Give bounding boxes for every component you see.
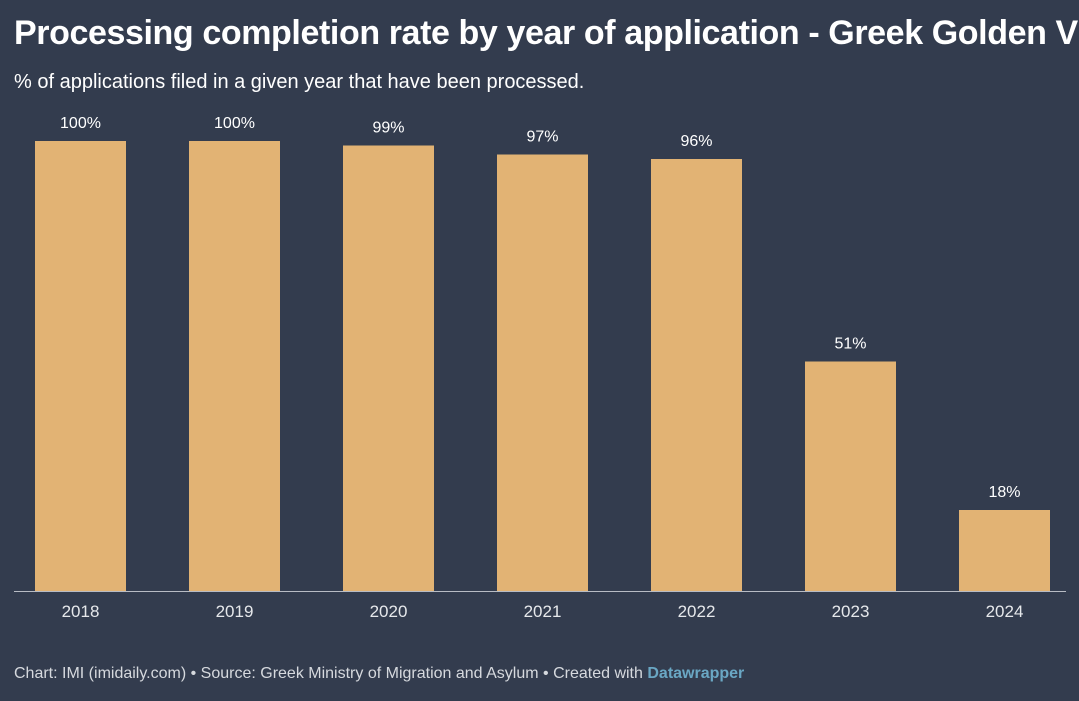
bar-2022 (651, 159, 742, 591)
value-label-2024: 18% (988, 484, 1020, 501)
value-label-2023: 51% (834, 336, 866, 353)
value-label-2022: 96% (680, 133, 712, 150)
x-tick-label-2019: 2019 (216, 602, 254, 621)
chart-title: Processing completion rate by year of ap… (14, 14, 1079, 52)
bar-2021 (497, 154, 588, 591)
x-tick-label-2020: 2020 (370, 602, 408, 621)
value-label-2019: 100% (214, 115, 255, 132)
datawrapper-link[interactable]: Datawrapper (647, 665, 745, 682)
x-tick-label-2024: 2024 (986, 602, 1024, 621)
value-label-2020: 99% (372, 120, 404, 137)
bar-2023 (805, 361, 896, 591)
bar-2019 (189, 141, 280, 591)
chart-subtitle: % of applications filed in a given year … (14, 71, 585, 93)
bar-2018 (35, 141, 126, 591)
value-label-2021: 97% (526, 129, 558, 146)
x-tick-label-2018: 2018 (62, 602, 100, 621)
footer-separator: • (186, 665, 201, 682)
footer-separator: • (538, 665, 554, 682)
chart-credit: Chart: IMI (imidaily.com) (14, 665, 187, 682)
x-tick-label-2022: 2022 (678, 602, 716, 621)
chart-footer: Chart: IMI (imidaily.com) • Source: Gree… (14, 665, 744, 683)
value-label-2018: 100% (60, 115, 101, 132)
x-tick-label-2023: 2023 (832, 602, 870, 621)
bar-2024 (959, 510, 1050, 591)
created-with-label: Created with (553, 665, 643, 682)
source-note: Source: Greek Ministry of Migration and … (200, 665, 539, 682)
x-tick-label-2021: 2021 (524, 602, 562, 621)
bar-2020 (343, 145, 434, 591)
